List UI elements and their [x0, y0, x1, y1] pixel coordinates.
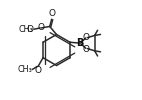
Text: CH₃: CH₃: [17, 65, 32, 74]
Text: O: O: [83, 33, 90, 42]
Text: O: O: [48, 9, 56, 18]
Text: O: O: [35, 66, 42, 75]
Text: O: O: [27, 25, 34, 34]
Text: B: B: [76, 38, 84, 48]
Text: O: O: [83, 45, 90, 54]
Text: CH₃: CH₃: [19, 25, 33, 34]
Text: O: O: [38, 23, 45, 32]
